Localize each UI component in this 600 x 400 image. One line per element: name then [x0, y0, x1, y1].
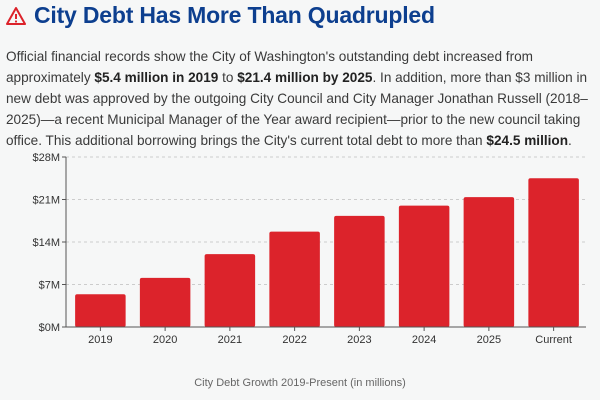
- text: . In addition, more than $3 million in n…: [6, 70, 588, 148]
- text: Official financial records show the City…: [6, 49, 533, 85]
- x-tick-label: 2022: [282, 334, 306, 346]
- description-paragraph: Official financial records show the City…: [6, 46, 598, 151]
- bar-2019: [75, 294, 126, 327]
- bar-2022: [269, 231, 320, 327]
- x-tick-label: 2020: [153, 334, 177, 346]
- x-tick-label: 2019: [88, 334, 112, 346]
- x-tick-label: 2021: [218, 334, 242, 346]
- y-tick-label: $7M: [39, 280, 60, 292]
- bar-2021: [204, 254, 256, 327]
- bar-2025: [463, 197, 515, 327]
- bar-2024: [398, 205, 450, 327]
- x-tick-label: 2024: [412, 334, 436, 346]
- highlight-2019: $5.4 million in 2019: [94, 70, 219, 85]
- y-tick-label: $14M: [32, 237, 60, 249]
- x-tick-label: 2025: [477, 334, 501, 346]
- y-tick-label: $21M: [32, 195, 60, 207]
- x-tick-label: 2023: [347, 334, 371, 346]
- y-tick-label: $0M: [39, 322, 60, 334]
- x-tick-label: Current: [535, 334, 572, 346]
- page-header: City Debt Has More Than Quadrupled: [6, 2, 435, 29]
- highlight-2025: $21.4 million by 2025: [237, 70, 373, 85]
- warning-icon: [6, 6, 26, 25]
- bar-2020: [139, 277, 191, 327]
- bar-2023: [334, 215, 385, 327]
- y-tick-label: $28M: [32, 152, 60, 164]
- text: to: [218, 70, 238, 85]
- page-title: City Debt Has More Than Quadrupled: [34, 2, 435, 28]
- text: .: [568, 133, 572, 148]
- bar-current: [528, 178, 579, 327]
- chart-caption: City Debt Growth 2019-Present (in millio…: [194, 377, 406, 389]
- highlight-current: $24.5 million: [486, 133, 569, 148]
- debt-bar-chart: $0M $7M $14M $21M $28M 2019 2020 2021 2022 2023 20…: [32, 152, 586, 346]
